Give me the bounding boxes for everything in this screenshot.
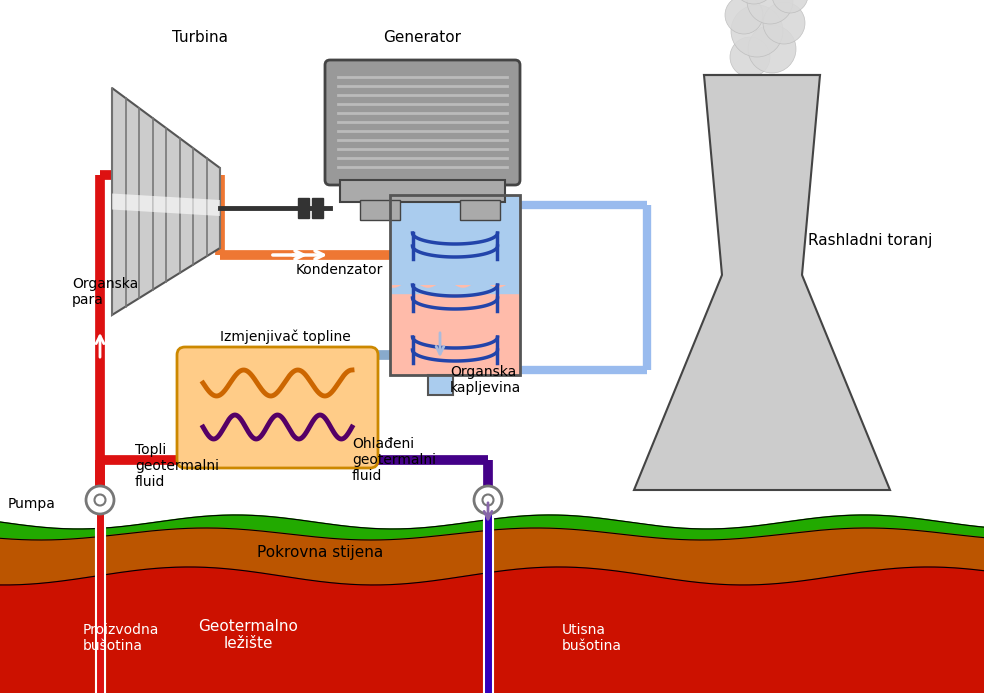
- Circle shape: [748, 25, 796, 73]
- Polygon shape: [179, 198, 193, 214]
- Bar: [390, 195, 520, 375]
- Text: Organska
para: Organska para: [72, 277, 138, 307]
- FancyBboxPatch shape: [325, 60, 520, 185]
- Text: Izmjenjivač topline: Izmjenjivač topline: [220, 330, 350, 344]
- Circle shape: [731, 5, 783, 57]
- Text: Generator: Generator: [383, 30, 461, 46]
- Circle shape: [474, 486, 502, 514]
- Bar: [460, 200, 500, 220]
- Text: Utisna
bušotina: Utisna bušotina: [562, 623, 622, 653]
- Text: Proizvodna
bušotina: Proizvodna bušotina: [83, 623, 159, 653]
- Bar: [390, 195, 520, 285]
- Bar: [428, 375, 453, 395]
- Text: Kondenzator: Kondenzator: [295, 263, 383, 277]
- Text: Organska
kapljevina: Organska kapljevina: [450, 365, 522, 395]
- Text: Topli
geotermalni
fluid: Topli geotermalni fluid: [135, 443, 219, 489]
- Circle shape: [482, 495, 494, 505]
- Bar: [298, 198, 309, 218]
- Text: Pumpa: Pumpa: [8, 497, 56, 511]
- Polygon shape: [207, 199, 220, 216]
- Polygon shape: [112, 193, 126, 210]
- Polygon shape: [153, 196, 166, 213]
- FancyBboxPatch shape: [177, 347, 378, 468]
- Bar: [390, 285, 520, 375]
- Polygon shape: [166, 197, 179, 213]
- Circle shape: [733, 0, 775, 4]
- Text: Rashladni toranj: Rashladni toranj: [808, 232, 932, 247]
- Polygon shape: [193, 198, 207, 216]
- Polygon shape: [634, 75, 890, 490]
- Polygon shape: [112, 88, 220, 315]
- Text: Geotermalno
ležište: Geotermalno ležište: [198, 619, 298, 651]
- Text: Turbina: Turbina: [172, 30, 228, 46]
- Bar: [340, 180, 505, 202]
- Circle shape: [747, 0, 793, 24]
- Polygon shape: [139, 195, 153, 212]
- Bar: [360, 200, 400, 220]
- Circle shape: [94, 495, 105, 505]
- Circle shape: [772, 0, 808, 13]
- Text: Ohlađeni
geotermalni
fluid: Ohlađeni geotermalni fluid: [352, 437, 436, 483]
- Circle shape: [730, 37, 770, 77]
- Circle shape: [763, 2, 805, 44]
- Bar: [312, 198, 323, 218]
- Circle shape: [725, 0, 763, 34]
- Text: Pokrovna stijena: Pokrovna stijena: [257, 545, 383, 561]
- Polygon shape: [126, 194, 139, 211]
- Circle shape: [86, 486, 114, 514]
